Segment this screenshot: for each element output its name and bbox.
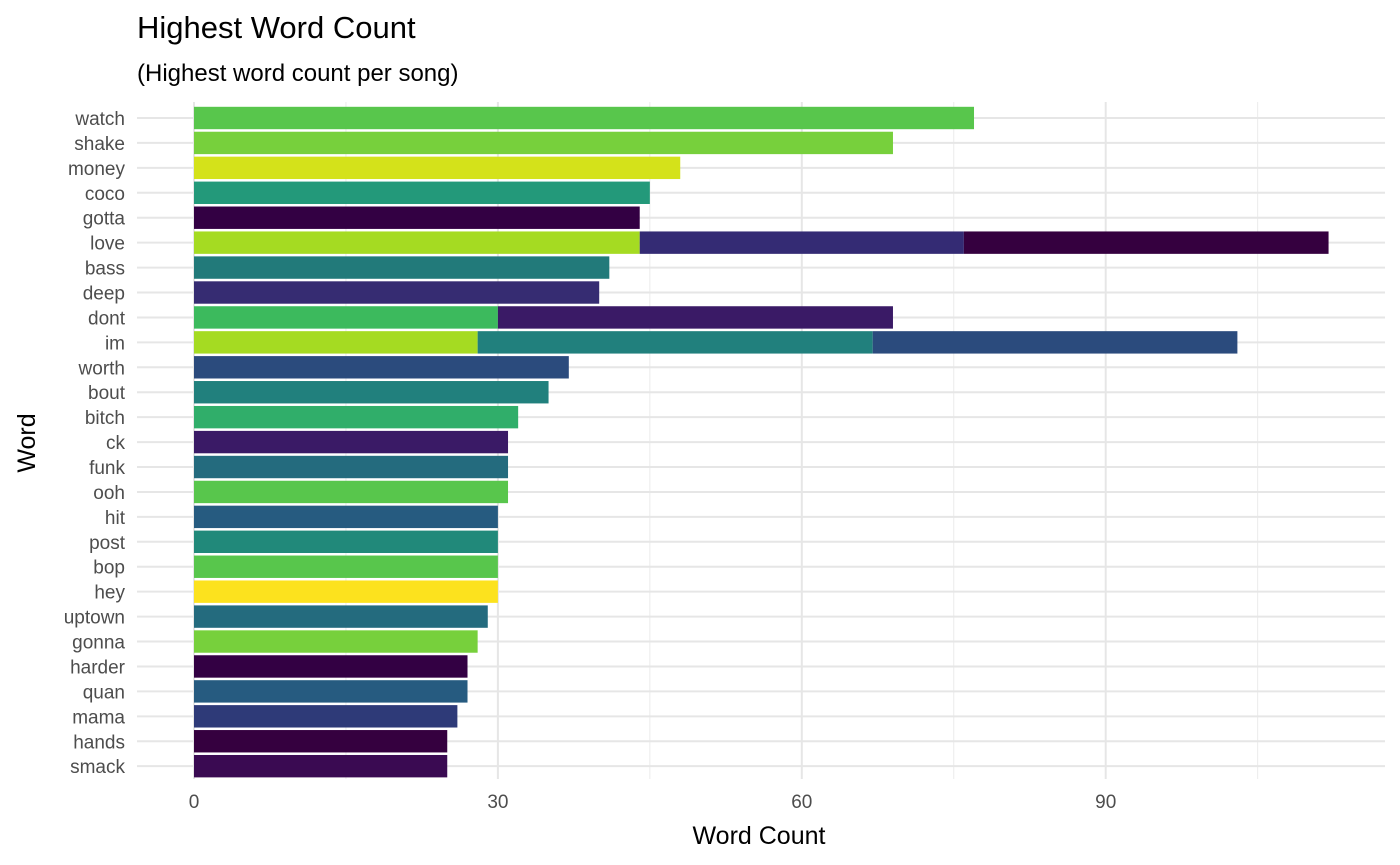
bar-im-segment-2 (477, 331, 873, 354)
y-tick-label: post (89, 533, 126, 554)
y-tick-label: money (68, 159, 126, 180)
y-tick-label: bitch (85, 408, 125, 429)
y-tick-label: hands (73, 732, 125, 753)
y-tick-label: watch (74, 109, 125, 130)
x-tick-labels: 0 30 60 90 (189, 792, 1117, 813)
y-tick-label: quan (83, 682, 125, 703)
y-tick-label: ck (106, 433, 126, 454)
bar-love-segment-3 (963, 231, 1329, 254)
bar-uptown-segment-1 (194, 605, 488, 628)
bar-funk-segment-1 (194, 455, 509, 479)
bar-love-segment-1 (194, 231, 640, 254)
y-tick-label: ooh (93, 483, 125, 504)
chart-subtitle: (Highest word count per song) (137, 60, 459, 87)
y-tick-label: dont (88, 308, 126, 329)
y-axis-title: Word (13, 413, 41, 472)
bar-gotta-segment-1 (194, 206, 640, 229)
bar-love-segment-2 (639, 231, 964, 254)
bar-money-segment-1 (194, 156, 681, 180)
y-tick-label: coco (85, 184, 125, 205)
y-tick-label: love (90, 234, 125, 255)
x-tick-label: 0 (189, 792, 200, 813)
bars (194, 106, 1329, 778)
bar-im-segment-1 (194, 331, 478, 354)
x-tick-label: 30 (487, 792, 508, 813)
bar-ooh-segment-1 (194, 480, 509, 504)
chart-title: Highest Word Count (137, 10, 416, 45)
bar-dont-segment-2 (497, 306, 893, 329)
x-tick-label: 60 (791, 792, 812, 813)
y-tick-label: bass (85, 259, 125, 280)
y-tick-label: uptown (64, 608, 125, 629)
bar-shake-segment-1 (194, 131, 893, 155)
bar-quan-segment-1 (194, 680, 468, 703)
bar-deep-segment-1 (194, 281, 600, 304)
y-tick-label: gonna (72, 633, 125, 654)
bar-hit-segment-1 (194, 505, 498, 529)
y-tick-label: im (105, 333, 125, 354)
bar-smack-segment-1 (194, 754, 448, 778)
y-tick-label: bout (88, 383, 126, 404)
bar-harder-segment-1 (194, 655, 468, 678)
bar-post-segment-1 (194, 530, 498, 554)
y-tick-label: smack (70, 757, 125, 778)
y-tick-label: shake (74, 134, 125, 155)
y-tick-label: worth (78, 358, 125, 379)
bar-hey-segment-1 (194, 580, 498, 603)
bar-coco-segment-1 (194, 181, 650, 204)
x-tick-label: 90 (1095, 792, 1116, 813)
bar-bop-segment-1 (194, 555, 498, 578)
bar-watch-segment-1 (194, 106, 975, 130)
y-tick-label: deep (83, 284, 125, 305)
y-tick-label: mama (72, 707, 125, 728)
y-tick-label: hit (105, 508, 126, 529)
x-axis-title: Word Count (693, 822, 826, 850)
bar-gonna-segment-1 (194, 630, 478, 653)
y-tick-labels: watch shake money coco gotta love bass deep dont… (64, 109, 126, 778)
y-tick-label: harder (70, 657, 126, 678)
bar-im-segment-3 (872, 331, 1238, 354)
bar-hands-segment-1 (194, 730, 448, 753)
bar-dont-segment-1 (194, 306, 498, 329)
bar-ck-segment-1 (194, 430, 509, 454)
bar-bout-segment-1 (194, 381, 549, 404)
y-tick-label: gotta (83, 209, 126, 230)
bar-bitch-segment-1 (194, 405, 519, 429)
y-tick-label: bop (93, 558, 125, 579)
bar-mama-segment-1 (194, 705, 458, 728)
bar-bass-segment-1 (194, 256, 610, 279)
bar-worth-segment-1 (194, 356, 569, 379)
y-tick-label: hey (94, 583, 125, 604)
y-tick-label: funk (89, 458, 125, 479)
